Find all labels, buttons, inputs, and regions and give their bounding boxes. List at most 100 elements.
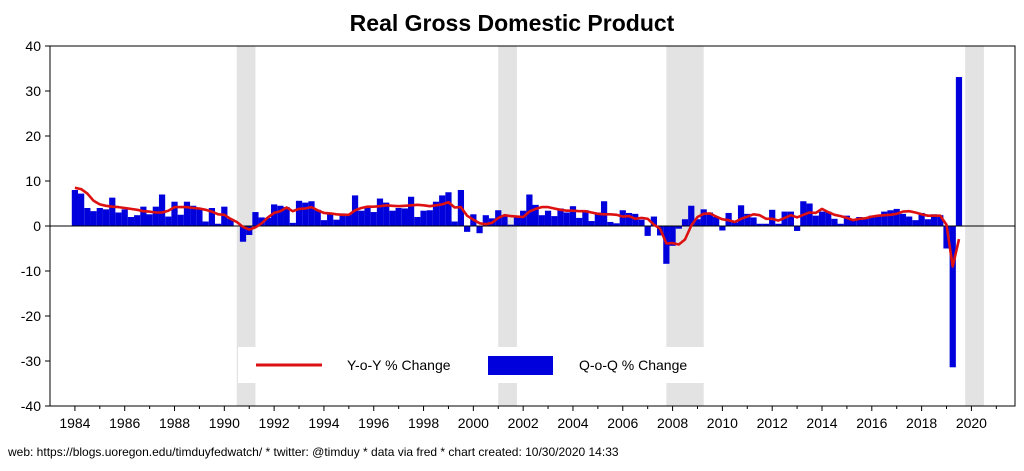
qoq-bar [663,226,670,264]
qoq-bar [507,224,514,226]
qoq-bar [638,219,645,226]
qoq-bar [208,208,215,226]
qoq-bar [831,218,838,226]
qoq-bar [252,212,259,226]
x-tick-label: 2002 [508,415,539,431]
y-tick-label: 30 [25,83,41,99]
qoq-bar [688,205,695,226]
qoq-bar [127,217,135,226]
qoq-bar [308,201,315,226]
qoq-bar [924,219,931,226]
x-tick-label: 2008 [657,415,688,431]
qoq-bar [358,210,365,226]
qoq-bar [96,208,103,226]
qoq-bar [183,201,191,226]
qoq-bar [563,212,570,226]
x-tick-label: 2006 [607,415,638,431]
qoq-bar [557,208,564,226]
qoq-bar [71,190,79,226]
qoq-bar [177,214,184,226]
qoq-bar [619,210,626,226]
x-tick-label: 1996 [358,415,389,431]
qoq-bar [887,210,894,226]
chart-title: Real Gross Domestic Product [349,10,675,36]
qoq-bar [713,217,720,226]
qoq-bar [376,198,384,226]
qoq-bar [706,212,714,226]
x-tick-label: 1998 [408,415,439,431]
x-tick-label: 1992 [259,415,290,431]
qoq-bar [420,210,427,226]
qoq-bar [140,206,147,226]
qoq-bar [874,216,882,226]
qoq-bar [544,210,552,226]
qoq-bar [588,221,595,226]
x-tick-label: 1990 [209,415,240,431]
qoq-bar [482,215,489,226]
qoq-bar [102,209,110,226]
qoq-bar [445,192,452,226]
qoq-bar [146,214,153,226]
qoq-bar [551,216,558,226]
qoq-bar [395,208,402,226]
x-tick-label: 2004 [557,415,588,431]
qoq-bar [407,196,415,226]
qoq-bar [793,226,801,231]
qoq-bar [955,77,963,226]
qoq-bar [158,194,166,226]
qoq-bar [345,214,352,226]
x-tick-label: 2020 [956,415,987,431]
qoq-bar [171,201,178,226]
qoq-bar [912,220,919,226]
x-tick-label: 2014 [806,415,837,431]
x-tick-label: 2012 [757,415,788,431]
qoq-bar [756,223,763,226]
qoq-bar [949,226,956,368]
qoq-bar [115,212,122,226]
qoq-bar [943,226,950,249]
qoq-bar [899,213,907,226]
qoq-bar [532,204,539,226]
qoq-bar [78,193,85,226]
y-tick-label: 20 [25,128,41,144]
qoq-bar [327,213,334,226]
x-tick-label: 1988 [159,415,190,431]
qoq-bar [383,202,390,226]
qoq-bar [538,215,545,226]
qoq-bar [681,219,689,226]
qoq-bar [750,217,757,226]
qoq-bar [513,215,521,226]
qoq-bar [607,221,614,226]
qoq-bar [881,211,888,226]
qoq-bar [918,212,925,226]
x-tick-label: 1994 [308,415,339,431]
qoq-bar [109,197,116,226]
y-tick-label: -40 [21,398,41,414]
qoq-bar [850,220,857,226]
qoq-bar [930,214,938,226]
qoq-bar [694,219,701,226]
y-tick-label: 0 [33,218,41,234]
qoq-bar [825,211,832,226]
qoq-bar [906,216,913,226]
qoq-bar [165,216,172,226]
qoq-bar [277,205,284,226]
qoq-bar [414,217,421,226]
qoq-bar [464,226,471,232]
qoq-bar [520,210,527,226]
qoq-bar [582,210,589,226]
qoq-bar [700,209,707,226]
qoq-bar [576,217,583,226]
qoq-bar [432,201,440,226]
qoq-bar [650,216,658,226]
qoq-bar [289,222,296,226]
qoq-bar [737,205,745,226]
legend-yoy-label: Y-o-Y % Change [347,357,451,373]
x-tick-label: 1986 [109,415,140,431]
x-tick-label: 2010 [707,415,738,431]
qoq-bar [594,212,601,226]
yoy-line [74,186,961,268]
qoq-bar [264,217,272,226]
qoq-bar [364,206,371,226]
